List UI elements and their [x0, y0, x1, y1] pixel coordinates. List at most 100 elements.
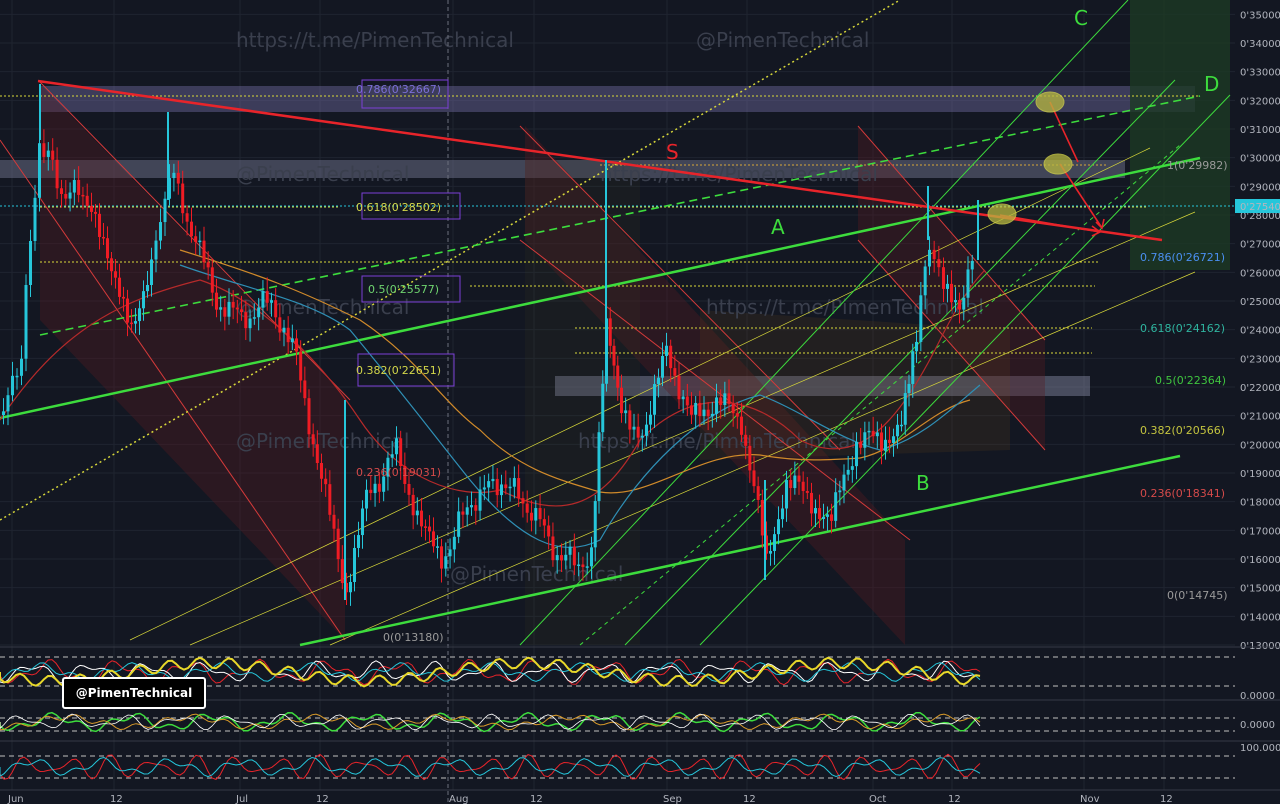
price-tick: 0'28000 [1240, 211, 1280, 222]
candle-body [681, 396, 685, 400]
candle-body [198, 240, 202, 243]
candle-body [386, 457, 390, 477]
candle-body [719, 397, 723, 405]
candle-body [892, 436, 895, 443]
candle-body [38, 143, 41, 198]
time-tick: Jul [235, 794, 248, 804]
price-axis[interactable]: 0'35000 0'34000 0'33000 0'32000 0'31000 0'300… [1235, 0, 1280, 652]
candle-body [867, 430, 871, 433]
candle-body [661, 355, 664, 378]
candle-body [970, 260, 974, 270]
candle-body [55, 159, 59, 189]
candle-body [822, 516, 825, 520]
candle-body [911, 351, 915, 384]
fib-labels-left: 0.786(0'32667) 0.618(0'28502) 0.5(0'2557… [356, 79, 461, 644]
candle-body [593, 501, 597, 548]
candle-body [482, 487, 486, 490]
price-tick: 0'35000 [1240, 10, 1280, 21]
candle-body [126, 298, 129, 323]
candle-body [801, 481, 805, 492]
candle-body [597, 432, 601, 502]
watermark-2: @PimenTechnical [696, 28, 869, 52]
candle-body [710, 413, 714, 417]
candle-body [15, 375, 19, 378]
candle-body [444, 556, 448, 569]
candle-body [903, 393, 907, 425]
candle-body [98, 213, 101, 237]
candle-body [345, 583, 348, 593]
candle-body [357, 535, 360, 548]
candle-body [706, 409, 710, 417]
candle-body [525, 503, 529, 513]
candle-body [274, 300, 278, 318]
candle-body [24, 284, 28, 359]
price-tick: 0'14000 [1240, 612, 1280, 623]
candle-body [64, 193, 68, 199]
candle-body [765, 535, 768, 554]
candle-body [797, 475, 801, 482]
oscillator-line [0, 662, 981, 682]
candle-body [349, 581, 352, 593]
time-tick: 12 [743, 794, 756, 804]
label-a: A [771, 215, 785, 239]
label-b: B [916, 471, 930, 495]
candle-body [33, 197, 37, 242]
candle-body [585, 566, 589, 568]
time-tick: Nov [1080, 794, 1100, 804]
candle-body [842, 474, 846, 491]
candle-body [805, 491, 809, 493]
candle-body [568, 546, 572, 555]
candle-body [590, 547, 593, 567]
time-tick: Oct [869, 794, 886, 804]
fib-0-left: 0(0'13180) [383, 631, 444, 644]
candle-body [373, 483, 377, 494]
candle-body [138, 308, 141, 322]
candle-body [448, 549, 452, 557]
candle-body [830, 514, 833, 521]
candle-body [478, 489, 482, 511]
candle-body [649, 414, 652, 425]
candle-body [77, 180, 81, 195]
price-tick: 0'23000 [1240, 354, 1280, 365]
indicator-panes: 0.0000 0.0000 100.0000 [0, 646, 1280, 791]
candle-body [937, 259, 941, 268]
candle-body [781, 508, 784, 520]
fib-0-right: 0(0'14745) [1167, 589, 1228, 602]
candle-body [826, 514, 829, 517]
candle-body [231, 301, 235, 308]
candle-body [855, 441, 858, 467]
candle-body [29, 241, 32, 285]
candle-body [210, 267, 214, 293]
candle-body [46, 150, 50, 157]
candle-body [542, 519, 546, 526]
candle-body [608, 318, 612, 346]
candle-body [677, 375, 681, 400]
price-tick: 0'33000 [1240, 68, 1280, 79]
candle-body [624, 410, 628, 414]
time-tick: 12 [1160, 794, 1173, 804]
price-tick: 0'21000 [1240, 412, 1280, 423]
label-d: D [1204, 72, 1219, 96]
candle-body [810, 492, 813, 514]
candle-body [194, 236, 198, 243]
candle-body [142, 291, 145, 309]
candle-body [723, 393, 727, 405]
candle-body [698, 402, 702, 417]
candle-body [669, 345, 673, 369]
price-tick: 0'30000 [1240, 154, 1280, 165]
time-axis[interactable]: Jun 12 Jul 12 Aug 12 Sep 12 Oct 12 Nov 12 [7, 794, 1173, 804]
candle-body [612, 345, 616, 366]
fib-0236-right: 0.236(0'18341) [1140, 487, 1225, 500]
candle-body [946, 283, 949, 289]
candle-body [748, 445, 752, 471]
time-tick: Jun [7, 794, 24, 804]
candle-body [793, 475, 797, 489]
candle-body [744, 434, 748, 446]
candle-body [896, 424, 899, 437]
candle-body [72, 180, 76, 193]
candle-body [491, 478, 495, 482]
candle-body [727, 393, 731, 404]
candle-body [311, 434, 315, 445]
fib-0382-right: 0.382(0'20566) [1140, 424, 1225, 437]
